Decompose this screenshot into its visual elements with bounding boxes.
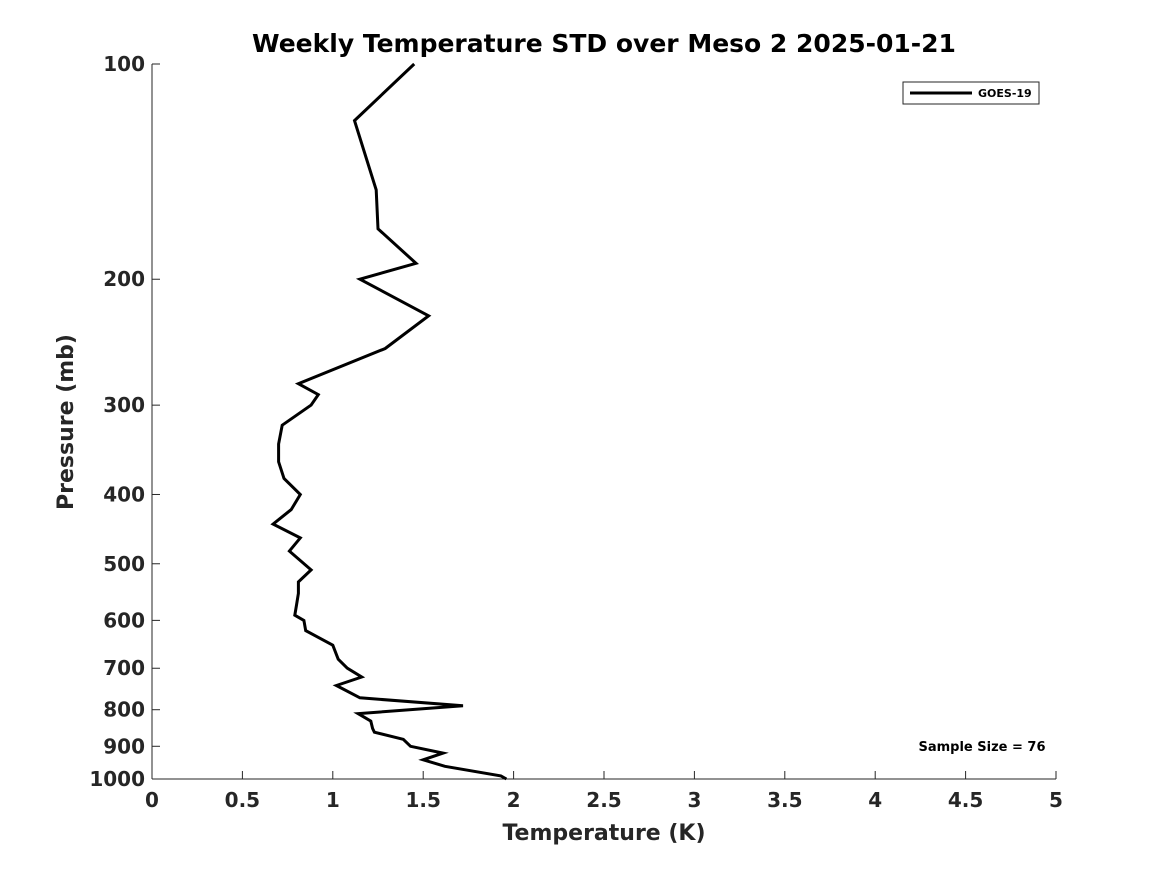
y-tick-label: 300 <box>103 393 145 417</box>
sample-size-annotation: Sample Size = 76 <box>918 740 1045 755</box>
axes <box>151 64 1056 780</box>
chart-title: Weekly Temperature STD over Meso 2 2025-… <box>252 29 956 58</box>
y-tick-label: 700 <box>103 656 145 680</box>
y-ticks: 100 200 300 400 500 600 700 800 900 1000 <box>89 52 160 791</box>
x-tick-label: 1.5 <box>405 788 440 812</box>
y-tick-label: 1000 <box>89 767 145 791</box>
plot-area <box>152 64 1056 779</box>
series-line-0 <box>270 62 508 781</box>
x-axis-label: Temperature (K) <box>502 821 705 846</box>
x-tick-label: 1 <box>326 788 340 812</box>
series-group <box>270 62 508 781</box>
x-tick-label: 3 <box>687 788 701 812</box>
x-tick-label: 0.5 <box>225 788 260 812</box>
y-axis-label: Pressure (mb) <box>54 334 79 510</box>
y-tick-label: 400 <box>103 482 145 506</box>
x-tick-label: 0 <box>145 788 159 812</box>
x-tick-label: 5 <box>1049 788 1063 812</box>
x-tick-label: 4.5 <box>948 788 983 812</box>
x-tick-label: 3.5 <box>767 788 802 812</box>
y-tick-label: 900 <box>103 734 145 758</box>
y-tick-label: 600 <box>103 608 145 632</box>
y-tick-label: 800 <box>103 698 145 722</box>
x-ticks: 0 0.5 1 1.5 2 2.5 3 3.5 4 4.5 5 <box>145 771 1063 812</box>
x-tick-label: 2 <box>507 788 521 812</box>
y-tick-label: 200 <box>103 267 145 291</box>
y-tick-label: 100 <box>103 52 145 76</box>
y-tick-label: 500 <box>103 552 145 576</box>
legend: GOES-19 <box>902 81 1040 105</box>
x-tick-label: 2.5 <box>586 788 621 812</box>
x-tick-label: 4 <box>868 788 882 812</box>
legend-label: GOES-19 <box>978 87 1032 100</box>
